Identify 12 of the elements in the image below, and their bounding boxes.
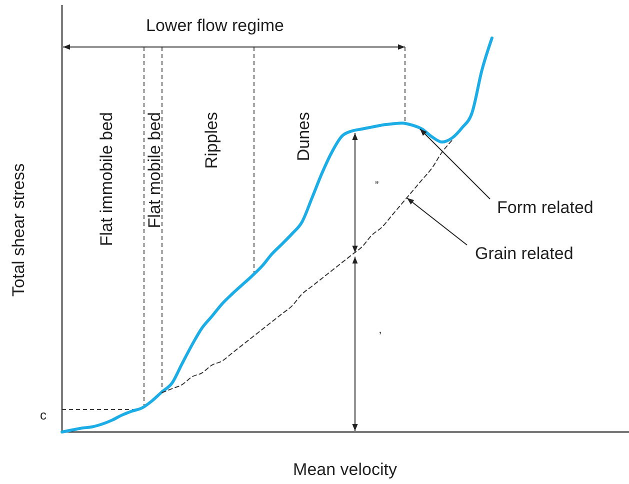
ref-line-label: c [40, 408, 47, 423]
annotation: Grain related [475, 244, 574, 263]
y-axis-title: Total shear stress [9, 163, 28, 297]
annotation: Dunes [294, 112, 313, 162]
annotation: Flat immobile bed [97, 112, 116, 246]
text: Lower flow regime [146, 16, 284, 35]
annotation: ’ [379, 330, 382, 342]
annotation: Ripples [202, 112, 221, 169]
annotation: Flat mobile bed [145, 112, 164, 228]
annotation: ” [375, 180, 379, 192]
annotation: Form related [497, 198, 594, 217]
x-axis-title: Mean velocity [293, 460, 398, 479]
